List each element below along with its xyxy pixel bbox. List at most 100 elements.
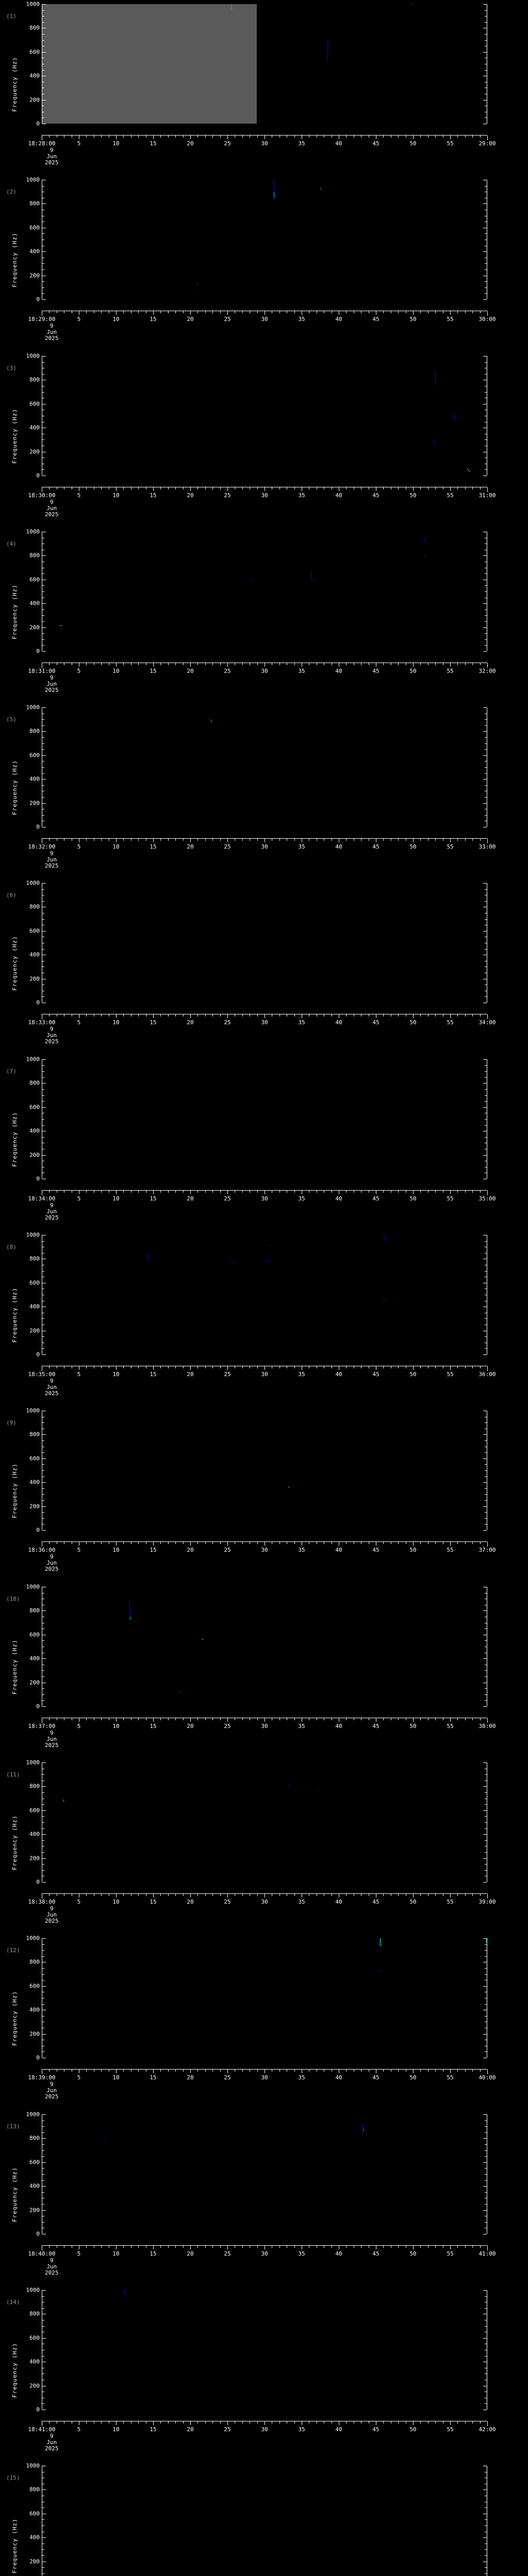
y-tick [483,755,487,756]
date-stamp-line: 2025 [45,2093,59,2100]
time-tick [480,839,481,841]
y-tick [42,2204,44,2205]
y-tick [42,2519,44,2520]
time-tick [123,311,124,313]
y-tick [485,1968,487,1969]
time-axis-start-label: 18:41:00 [28,2426,56,2433]
time-tick [197,2246,199,2248]
y-tick [42,749,44,750]
y-tick [485,1694,487,1695]
time-tick [86,839,87,841]
time-tick [205,663,206,665]
panel-number-label: (14) [6,2299,20,2306]
time-tick [212,311,213,313]
y-tick [485,1870,487,1871]
time-tick [480,311,481,313]
time-tick [160,1894,161,1896]
y-tick [483,1986,487,1987]
time-axis-start-label: 18:30:00 [28,492,56,499]
y-tick [483,651,487,652]
date-stamp-line: 9 [50,499,54,505]
time-tick [480,487,481,489]
time-tick [420,311,421,313]
plot-area-2 [42,180,487,300]
time-tick [279,2070,280,2072]
date-stamp-line: 2025 [45,1566,59,1572]
time-tick [465,839,466,841]
y-tick [483,2114,487,2115]
date-stamp-line: 9 [50,323,54,329]
time-tick [220,2070,221,2072]
time-tick [205,1718,206,1720]
time-axis-tick-label: 50 [409,1019,417,1026]
y-tick-label: 200 [29,1855,40,1862]
time-tick [220,1542,221,1544]
y-tick [483,1882,487,1883]
panel-number-label: (1) [6,13,16,20]
time-tick [294,487,295,489]
time-axis-tick-label: 10 [112,2426,120,2433]
time-tick [153,1191,154,1194]
y-tick [42,919,44,920]
time-tick [101,663,102,665]
panel-number-label: (6) [6,892,16,899]
time-tick [472,1191,473,1193]
time-axis-tick-label: 15 [150,1723,157,1730]
y-tick [485,1089,487,1090]
time-axis-start-label: 18:36:00 [28,1547,56,1553]
time-axis-tick-label: 40 [335,492,342,499]
time-axis-tick-label: 40 [335,140,342,147]
time-tick [168,2070,169,2072]
time-axis-tick-label: 35 [298,1371,305,1378]
time-axis-tick-label: 40 [335,2426,342,2433]
time-tick [457,1191,458,1193]
time-tick [101,2070,102,2072]
time-tick [257,839,258,841]
y-tick [485,1956,487,1957]
time-tick [435,663,436,665]
time-tick [183,1894,184,1896]
time-tick [480,1191,481,1193]
y-tick-label: 200 [29,1679,40,1686]
trace-svg [104,2124,364,2139]
time-axis-tick-label: 45 [372,1195,380,1202]
time-axis-tick-label: 15 [150,668,157,674]
y-tick-label: 0 [36,472,40,479]
time-tick [190,487,191,491]
panel-8: 0 200 400 600 800 1000 Frequency (Hz) (8) [0,1231,528,1406]
trace-layer-6 [42,883,487,1003]
panel-number-label: (15) [6,2475,20,2482]
time-axis-tick-label: 45 [372,668,380,674]
trace-svg [129,1601,204,1693]
date-stamp-line: Jun [46,1560,57,1566]
time-tick [101,135,102,138]
date-stamp-line: 2025 [45,335,59,342]
time-tick [279,2421,280,2424]
time-tick [49,1894,50,1896]
y-tick [42,2138,46,2139]
time-tick [472,135,473,138]
time-tick [420,839,421,841]
time-tick [487,2070,488,2074]
time-tick [123,1718,124,1720]
time-tick [116,311,117,315]
panel-12: 0 200 400 600 800 1000 Frequency (Hz) (12) [0,1934,528,2110]
time-axis-tick-label: 25 [224,1723,231,1730]
y-tick [485,2507,487,2509]
y-tick-label: 400 [29,72,40,79]
y-tick [485,1071,487,1072]
time-axis-tick-label: 10 [112,1723,120,1730]
date-stamp-line: Jun [46,1384,57,1391]
y-tick [483,1786,487,1787]
y-tick-label: 200 [29,448,40,455]
y-tick [483,356,487,357]
y-tick-label: 0 [36,1703,40,1710]
time-tick [190,135,191,139]
y-tick-label: 0 [36,1527,40,1534]
y-tick [485,1470,487,1471]
y-axis-title: Frequency (Hz) [11,1991,18,2046]
time-tick [190,1014,191,1018]
time-tick [435,487,436,489]
time-axis-tick-label: 50 [409,2074,417,2081]
y-tick-label: 800 [29,200,40,207]
